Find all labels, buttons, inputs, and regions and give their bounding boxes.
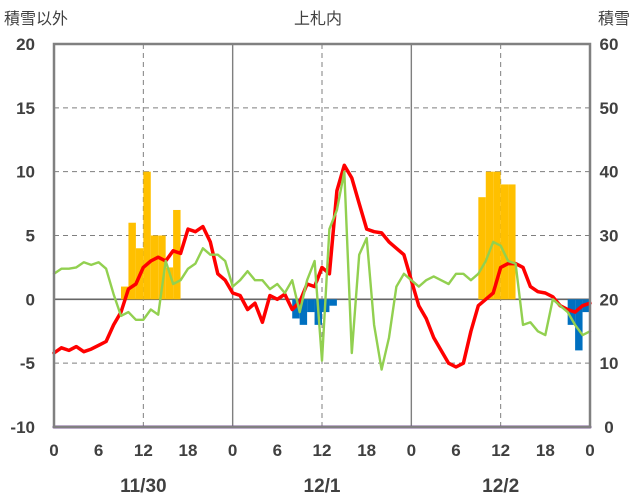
bar [329,299,337,306]
left-tick-label: 5 [26,227,35,246]
bar [575,299,583,351]
x-tick-label: 18 [536,441,555,460]
left-tick-label: 0 [26,290,35,309]
bar [478,197,486,300]
x-tick-label: 12 [313,441,332,460]
x-tick-label: 6 [94,441,103,460]
bar [307,299,315,313]
right-tick-label: 60 [600,35,619,54]
x-tick-label: 6 [273,441,282,460]
x-tick-label: 18 [357,441,376,460]
x-tick-label: 12 [134,441,153,460]
x-tick-label: 6 [451,441,460,460]
bar [493,171,501,300]
left-tick-label: 10 [16,163,35,182]
right-tick-label: 10 [600,354,619,373]
bars [121,171,590,351]
bar [150,235,159,300]
right-axis-label: 積雪 [598,9,630,28]
right-tick-label: 0 [604,418,613,437]
series-green-line [52,170,592,371]
bar [143,171,151,300]
bar [508,184,516,300]
right-tick-label: 20 [600,290,619,309]
bar [158,235,166,300]
right-tick-label: 50 [600,99,619,118]
frame [52,42,592,429]
bar [128,222,136,300]
x-tick-label: 0 [228,441,237,460]
plot-frame [52,42,592,429]
bar [121,286,129,300]
x-tick-label: 0 [585,441,594,460]
date-label: 11/30 [120,476,167,497]
left-axis-label: 積雪以外 [4,9,68,28]
chart-title: 上札内 [294,9,342,28]
date-label: 12/2 [482,476,519,497]
x-tick-label: 0 [49,441,58,460]
left-tick-label: 15 [16,99,35,118]
right-tick-label: 40 [600,163,619,182]
date-label: 12/1 [304,476,341,497]
x-tick-label: 18 [179,441,198,460]
bar [165,267,174,300]
bar [299,299,308,325]
left-tick-label: -10 [10,418,35,437]
series-red-line [52,163,592,369]
x-tick-label: 0 [407,441,416,460]
left-tick-label: 20 [16,35,35,54]
bar [292,299,300,319]
bar [485,171,494,300]
right-tick-label: 30 [600,227,619,246]
left-tick-label: -5 [20,354,35,373]
bar [500,184,509,300]
x-tick-label: 12 [491,441,510,460]
bar [173,209,181,300]
